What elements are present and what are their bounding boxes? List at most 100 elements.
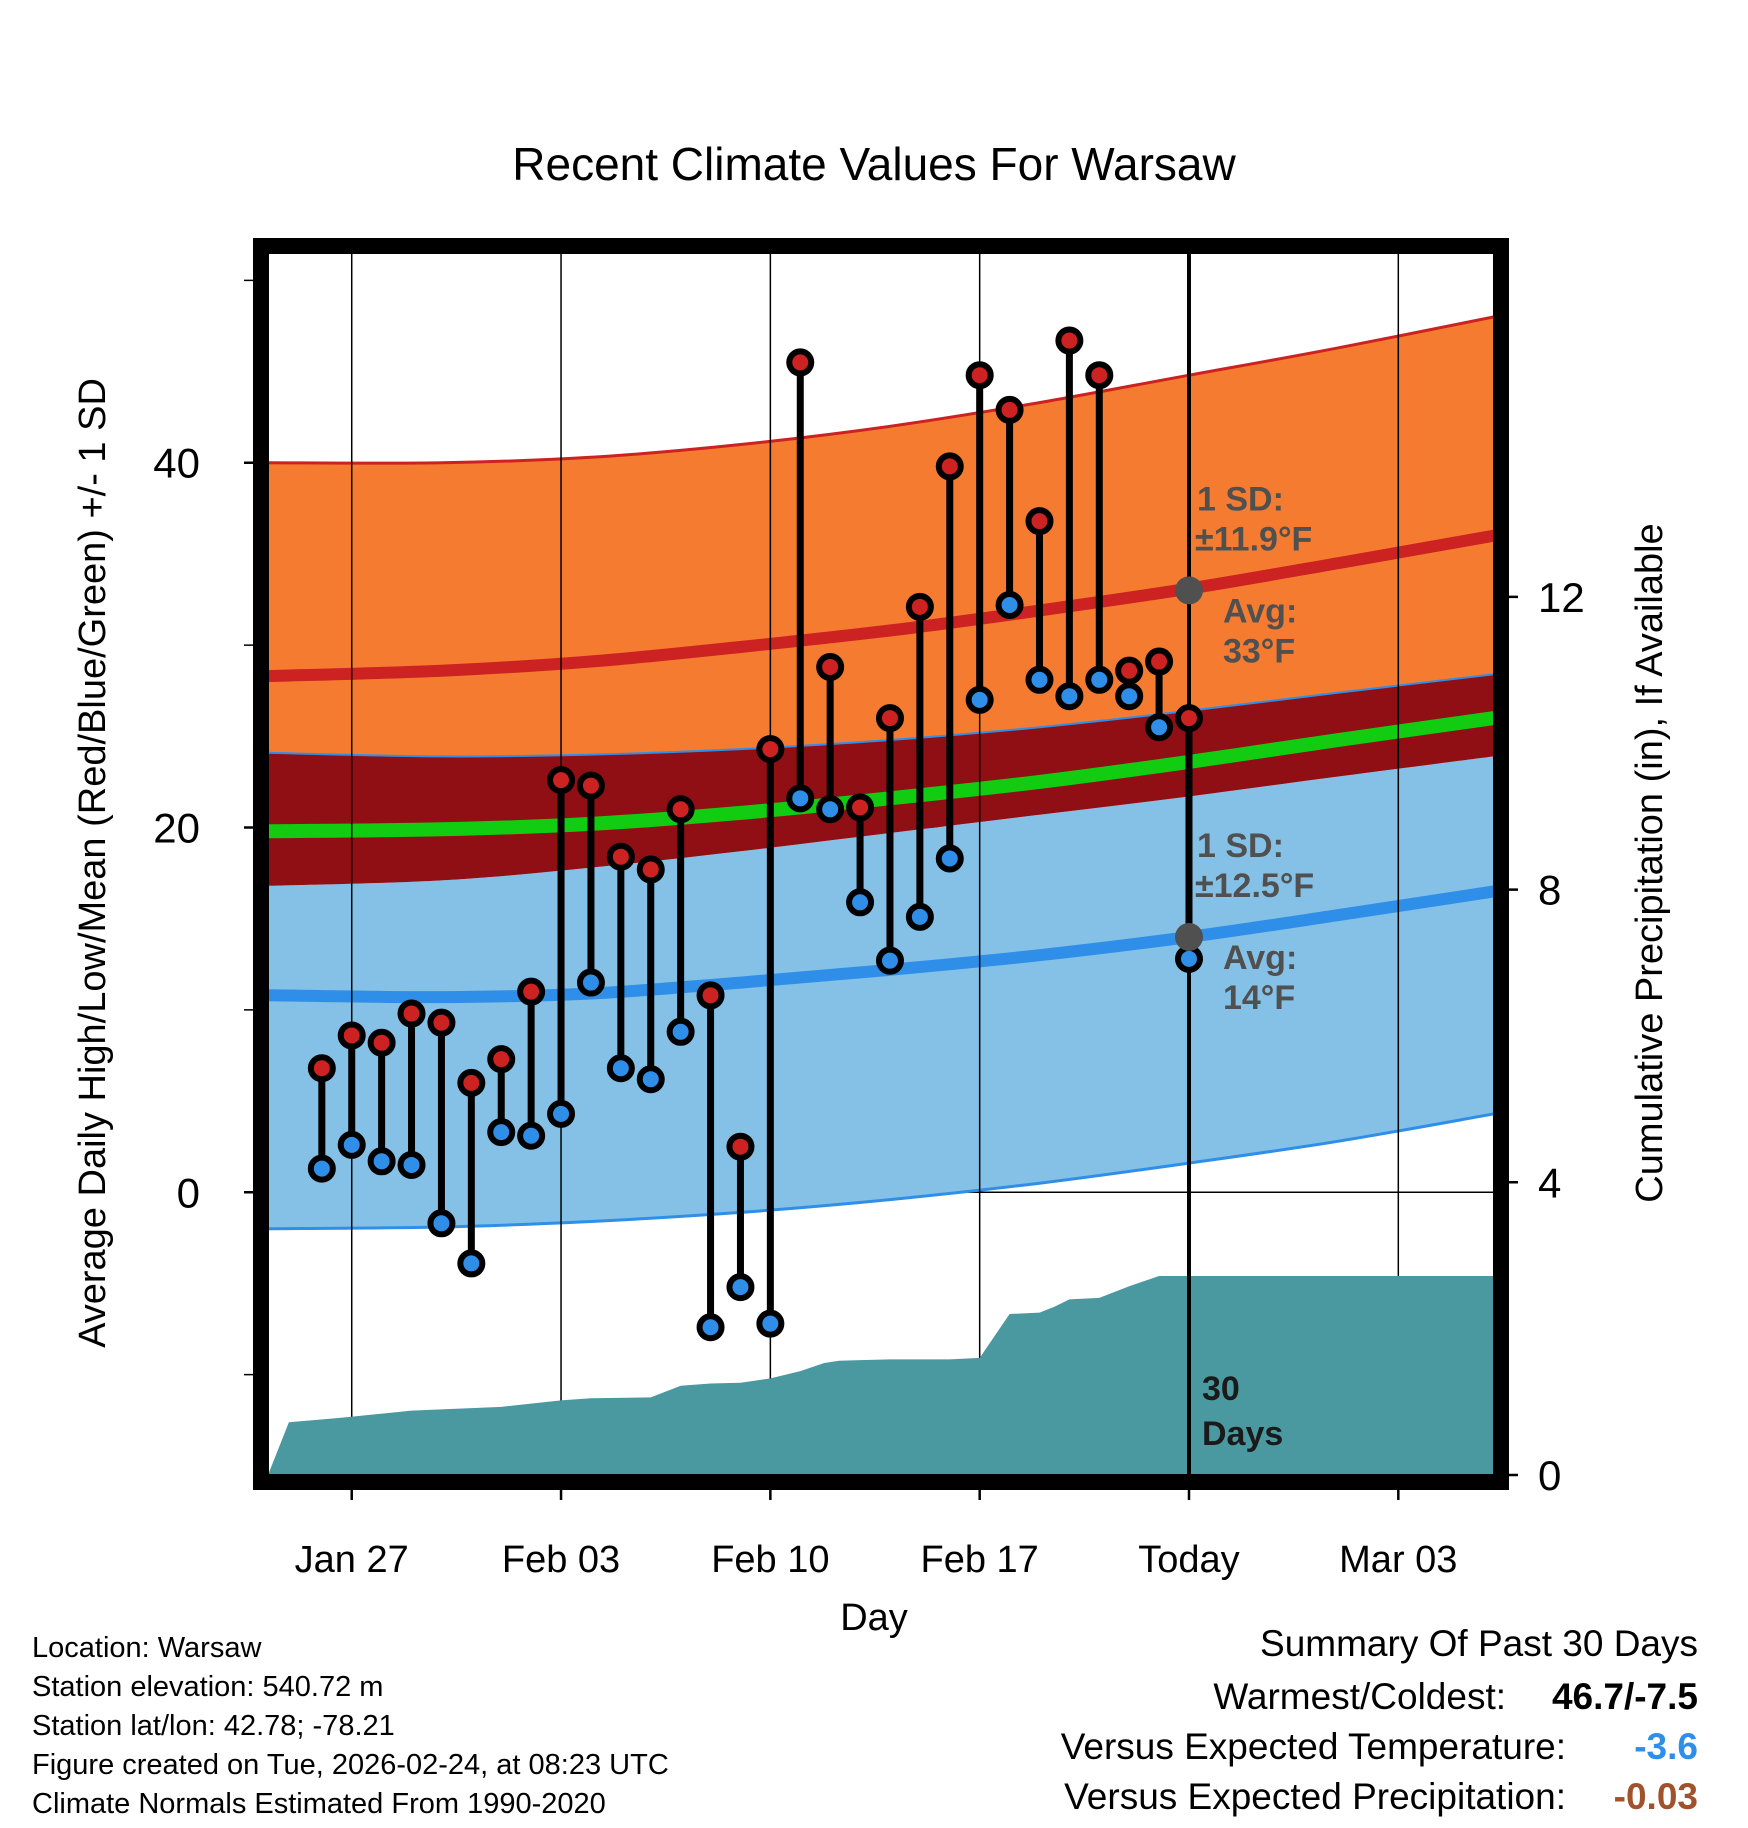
axes: 0 20 40 0 4 8 12 Jan 27 Feb 03 Feb 10 Feb 17 Today M… — [153, 279, 1585, 1581]
y2-tick-label: 0 — [1538, 1452, 1561, 1499]
low-temp-point — [965, 685, 994, 714]
low-avg-value: 14°F — [1223, 979, 1295, 1017]
high-avg-value: 33°F — [1223, 632, 1295, 670]
y2-tick-label: 12 — [1538, 574, 1585, 621]
high-temp-point — [457, 1068, 486, 1097]
high-temp-point — [846, 793, 875, 822]
x-tick-label: Feb 17 — [921, 1539, 1039, 1581]
y2-tick-label: 4 — [1538, 1159, 1561, 1206]
high-temp-point — [487, 1045, 516, 1074]
high-temp-point — [1055, 326, 1084, 355]
low-temp-point — [875, 946, 904, 975]
low-temp-point — [636, 1065, 665, 1094]
low-temp-point — [576, 968, 605, 997]
low-temp-point — [457, 1249, 486, 1278]
y-axis-label: Average Daily High/Low/Mean (Red/Blue/Gr… — [72, 378, 114, 1348]
low-temp-point — [1085, 665, 1114, 694]
high-temp-point — [367, 1028, 396, 1057]
low-temp-point — [397, 1150, 426, 1179]
low-temp-point — [846, 888, 875, 917]
low-temp-point — [367, 1147, 396, 1176]
low-temp-point — [696, 1313, 725, 1342]
high-temp-point — [547, 766, 576, 795]
high-temp-point — [935, 452, 964, 481]
high-temp-point — [726, 1132, 755, 1161]
today-low-avg-marker — [1174, 922, 1203, 951]
x-tick-label: Feb 10 — [711, 1539, 829, 1581]
high-temp-point — [576, 771, 605, 800]
high-temp-point — [1085, 361, 1114, 390]
high-temp-point — [995, 395, 1024, 424]
high-temp-point — [1115, 656, 1144, 685]
high-temp-point — [517, 977, 546, 1006]
low-temp-point — [726, 1273, 755, 1302]
high-temp-point — [397, 999, 426, 1028]
low-temp-point — [547, 1099, 576, 1128]
info-latlon: Station lat/lon: 42.78; -78.21 — [32, 1710, 395, 1742]
low-temp-point — [935, 844, 964, 873]
high-temp-point — [666, 795, 695, 824]
today-high-avg-marker — [1174, 576, 1203, 605]
info-location: Location: Warsaw — [32, 1632, 262, 1664]
x-tick-label: Today — [1138, 1539, 1239, 1581]
high-temp-point — [816, 653, 845, 682]
plot-frame — [253, 238, 1509, 1490]
high-temp-point — [756, 735, 785, 764]
low-temp-point — [756, 1309, 785, 1338]
high-temp-point — [696, 981, 725, 1010]
summary-title: Summary Of Past 30 Days — [1260, 1623, 1698, 1664]
summary-precip-value: -0.03 — [1613, 1776, 1698, 1817]
low-sd-lower-line — [268, 1112, 1494, 1231]
high-temp-point — [427, 1008, 456, 1037]
low-temp-point — [1174, 944, 1203, 973]
low-temp-point — [307, 1154, 336, 1183]
high-temp-point — [905, 592, 934, 621]
high-temp-point — [307, 1054, 336, 1083]
low-temp-point — [816, 795, 845, 824]
y-tick-label: 40 — [153, 440, 200, 487]
low-temp-point — [905, 902, 934, 931]
chart-title: Recent Climate Values For Warsaw — [512, 138, 1236, 190]
low-temp-point — [1025, 665, 1054, 694]
info-elevation: Station elevation: 540.72 m — [32, 1671, 384, 1703]
summary-temp-value: -3.6 — [1634, 1726, 1698, 1767]
high-sd-value-annotation: ±11.9°F — [1195, 520, 1312, 558]
low-sd-value-annotation: ±12.5°F — [1195, 867, 1314, 905]
y-tick-label: 0 — [177, 1169, 200, 1216]
x-tick-label: Mar 03 — [1339, 1539, 1457, 1581]
high-temp-point — [606, 842, 635, 871]
summary-warm-cold-value: 46.7/-7.5 — [1551, 1676, 1698, 1717]
summary-temp-label: Versus Expected Temperature: — [1060, 1726, 1566, 1767]
period-unit: Days — [1202, 1415, 1283, 1453]
high-temp-point — [875, 704, 904, 733]
precip-area — [268, 1276, 1494, 1475]
low-temp-point — [1055, 682, 1084, 711]
high-sd-annotation: 1 SD: — [1197, 480, 1284, 518]
low-temp-point — [666, 1017, 695, 1046]
low-sd-annotation: 1 SD: — [1197, 827, 1284, 865]
x-tick-label: Feb 03 — [502, 1539, 620, 1581]
high-temp-point — [786, 348, 815, 377]
high-temp-point — [965, 361, 994, 390]
high-sd-upper-line — [268, 315, 1494, 465]
low-temp-point — [1145, 713, 1174, 742]
summary-warm-cold-label: Warmest/Coldest: — [1213, 1676, 1506, 1717]
low-avg-label: Avg: — [1223, 939, 1297, 977]
low-temp-point — [995, 591, 1024, 620]
info-normals: Climate Normals Estimated From 1990-2020 — [32, 1788, 606, 1820]
high-mean-line — [268, 529, 1494, 683]
low-temp-point — [606, 1054, 635, 1083]
low-temp-point — [517, 1121, 546, 1150]
low-temp-point — [427, 1209, 456, 1238]
y-tick-label: 20 — [153, 805, 200, 852]
period-number: 30 — [1202, 1370, 1240, 1408]
info-created: Figure created on Tue, 2026-02-24, at 08… — [32, 1749, 669, 1781]
x-axis-label: Day — [840, 1597, 908, 1639]
low-temp-point — [337, 1130, 366, 1159]
high-temp-point — [1145, 647, 1174, 676]
high-temp-point — [337, 1021, 366, 1050]
high-temp-point — [1174, 704, 1203, 733]
high-temp-point — [1025, 507, 1054, 536]
